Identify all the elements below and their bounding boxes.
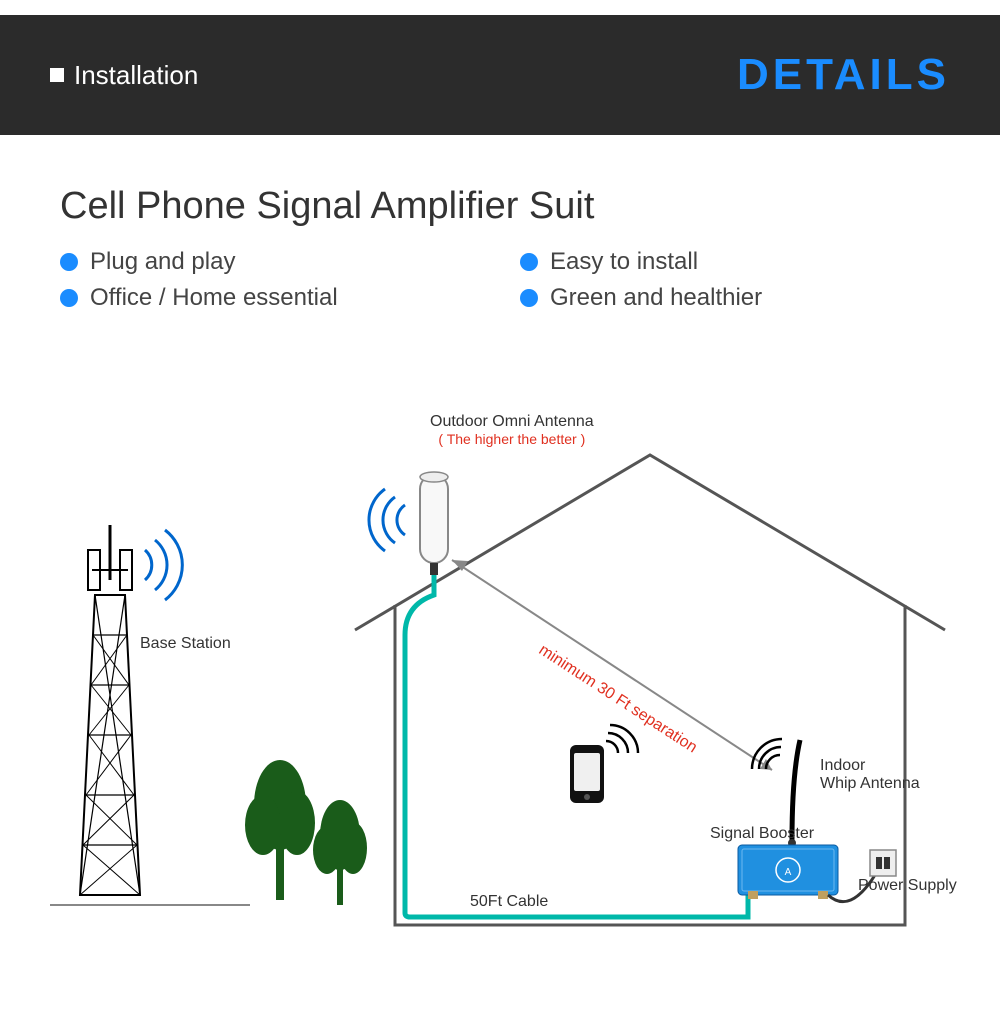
signal-waves-icon — [606, 725, 638, 753]
phone-icon — [570, 745, 604, 803]
feature-item: Green and healthier — [520, 284, 940, 312]
section-title: Installation — [74, 60, 198, 91]
bullet-icon — [60, 253, 78, 271]
base-station-tower — [80, 525, 140, 895]
indoor-antenna-label: Indoor Whip Antenna — [820, 757, 920, 793]
bullet-icon — [60, 289, 78, 307]
feature-item: Easy to install — [520, 248, 940, 276]
tree-icon — [313, 800, 367, 905]
signal-waves-icon — [369, 489, 405, 551]
separation-arrow — [452, 560, 772, 770]
feature-text: Green and healthier — [550, 284, 762, 312]
section-marker — [50, 68, 64, 82]
signal-waves-icon — [145, 530, 182, 600]
tree-icon — [245, 760, 315, 900]
feature-item: Office / Home essential — [60, 284, 480, 312]
power-label: Power Supply — [858, 877, 957, 895]
bullet-icon — [520, 289, 538, 307]
power-outlet-icon — [870, 850, 896, 876]
bullet-icon — [520, 253, 538, 271]
outdoor-antenna-label: Outdoor Omni Antenna ( The higher the be… — [430, 413, 594, 447]
signal-booster-icon: A — [738, 845, 838, 899]
outdoor-antenna-icon — [420, 472, 448, 575]
feature-list: Plug and play Easy to install Office / H… — [60, 248, 940, 312]
booster-label: Signal Booster — [710, 825, 814, 843]
feature-text: Office / Home essential — [90, 284, 338, 312]
base-station-label: Base Station — [140, 635, 231, 653]
content: Cell Phone Signal Amplifier Suit Plug an… — [0, 135, 1000, 312]
header: Installation DETAILS — [0, 15, 1000, 135]
cable-label: 50Ft Cable — [470, 893, 548, 911]
page-title: Cell Phone Signal Amplifier Suit — [60, 185, 940, 228]
brand-title: DETAILS — [737, 50, 950, 100]
signal-waves-icon — [752, 739, 782, 769]
feature-text: Plug and play — [90, 248, 235, 276]
svg-text:A: A — [785, 867, 792, 878]
installation-diagram: A Outdoor Omni Antenna ( The higher the … — [0, 395, 1000, 1015]
feature-item: Plug and play — [60, 248, 480, 276]
header-left: Installation — [50, 60, 198, 91]
feature-text: Easy to install — [550, 248, 698, 276]
